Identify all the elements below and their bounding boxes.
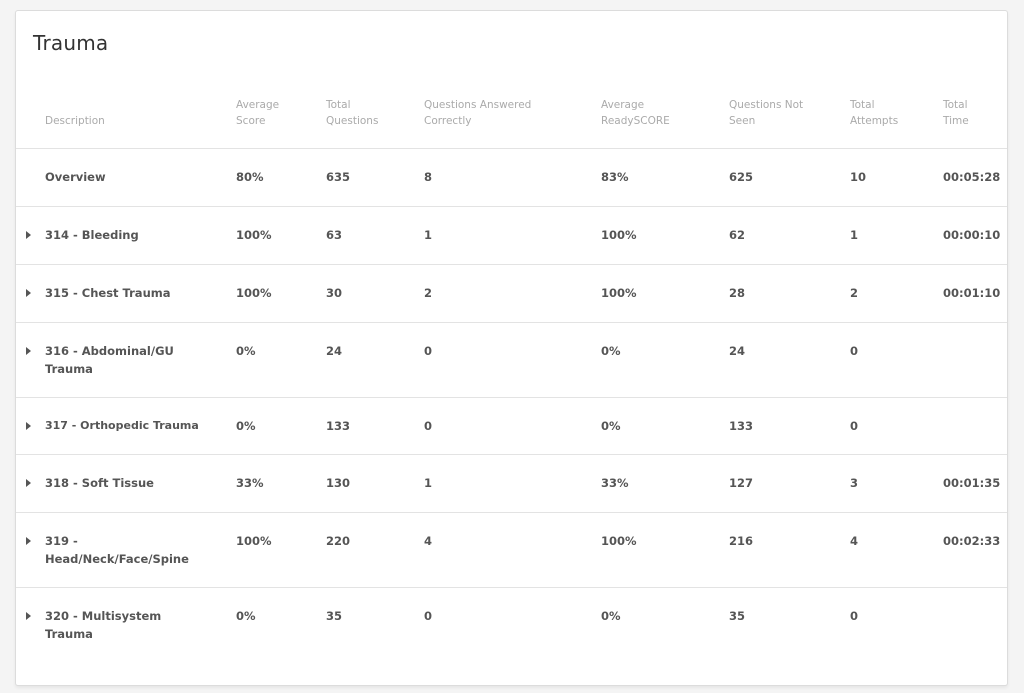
row-total-questions: 220 [326,534,351,548]
table-row-318[interactable]: 318 - Soft Tissue 33% 130 1 33% 127 3 00… [16,455,1007,513]
row-answered-correctly: 0 [424,609,433,623]
row-average-readyscore: 33% [601,476,629,490]
header-description[interactable]: Description [45,115,105,127]
header-questions-not-seen[interactable]: Questions Not Seen [729,99,804,127]
row-average-readyscore: 100% [601,286,637,300]
row-answered-correctly: 1 [424,476,433,490]
row-description: 315 - Chest Trauma [45,286,171,300]
expand-caret-icon[interactable] [26,289,31,297]
expand-caret-icon[interactable] [26,612,31,620]
header-average-readyscore[interactable]: Average ReadySCORE [601,99,670,127]
row-average-readyscore: 0% [601,419,621,433]
row-not-seen: 625 [729,170,754,184]
row-total-attempts: 3 [850,476,859,490]
row-total-attempts: 0 [850,344,859,358]
row-average-score: 0% [236,419,256,433]
row-average-readyscore: 83% [601,170,629,184]
row-description: 317 - Orthopedic Trauma [45,419,199,432]
row-description: 319 - Head/Neck/Face/Spine [45,534,189,566]
row-description: 320 - Multisystem Trauma [45,609,162,641]
row-answered-correctly: 2 [424,286,433,300]
row-description: 318 - Soft Tissue [45,476,154,490]
header-total-attempts[interactable]: Total Attempts [850,99,899,127]
row-total-attempts: 0 [850,419,859,433]
row-answered-correctly: 0 [424,344,433,358]
table-row-314[interactable]: 314 - Bleeding 100% 63 1 100% 62 1 00:00… [16,207,1007,265]
row-not-seen: 127 [729,476,754,490]
row-total-time: 00:01:10 [943,286,1001,300]
row-average-readyscore: 100% [601,534,637,548]
row-total-questions: 24 [326,344,343,358]
row-total-questions: 63 [326,228,343,242]
row-not-seen: 133 [729,419,754,433]
row-average-score: 33% [236,476,264,490]
expand-caret-icon[interactable] [26,347,31,355]
header-questions-answered-correctly[interactable]: Questions Answered Correctly [424,99,532,127]
row-average-score: 0% [236,344,256,358]
row-description: 316 - Abdominal/GU Trauma [45,344,174,376]
table-row-316[interactable]: 316 - Abdominal/GU Trauma 0% 24 0 0% 24 … [16,323,1007,398]
row-answered-correctly: 0 [424,419,433,433]
expand-caret-icon[interactable] [26,422,31,430]
row-total-attempts: 0 [850,609,859,623]
row-answered-correctly: 1 [424,228,433,242]
row-answered-correctly: 4 [424,534,433,548]
results-table: Description Average Score Total Question… [16,83,1007,663]
row-total-time: 00:05:28 [943,170,1001,184]
row-not-seen: 24 [729,344,746,358]
row-average-score: 100% [236,228,272,242]
table-row-317[interactable]: 317 - Orthopedic Trauma 0% 133 0 0% 133 … [16,398,1007,455]
row-total-questions: 130 [326,476,351,490]
header-total-time[interactable]: Total Time [943,99,969,127]
row-average-score: 80% [236,170,264,184]
header-total-questions[interactable]: Total Questions [326,99,379,127]
row-not-seen: 28 [729,286,746,300]
table-row-315[interactable]: 315 - Chest Trauma 100% 30 2 100% 28 2 0… [16,265,1007,323]
expand-caret-icon[interactable] [26,479,31,487]
row-total-attempts: 10 [850,170,867,184]
row-total-questions: 35 [326,609,343,623]
table-row-overview: Overview 80% 635 8 83% 625 10 00:05:28 [16,149,1007,207]
row-average-score: 0% [236,609,256,623]
table-row-319[interactable]: 319 - Head/Neck/Face/Spine 100% 220 4 10… [16,513,1007,588]
row-total-time: 00:00:10 [943,228,1001,242]
table-header-row: Description Average Score Total Question… [16,83,1007,149]
row-total-attempts: 2 [850,286,859,300]
expand-caret-icon[interactable] [26,537,31,545]
row-total-attempts: 1 [850,228,859,242]
page-title: Trauma [33,31,109,55]
row-total-time: 00:02:33 [943,534,1001,548]
row-not-seen: 216 [729,534,754,548]
row-total-questions: 635 [326,170,351,184]
expand-caret-icon[interactable] [26,231,31,239]
row-average-readyscore: 100% [601,228,637,242]
row-total-questions: 133 [326,419,351,433]
row-description: Overview [45,170,106,184]
row-total-attempts: 4 [850,534,859,548]
row-description: 314 - Bleeding [45,228,139,242]
row-answered-correctly: 8 [424,170,433,184]
row-total-questions: 30 [326,286,343,300]
trauma-report-card: Trauma Description Average Score Total Q… [15,10,1008,686]
table-row-320[interactable]: 320 - Multisystem Trauma 0% 35 0 0% 35 0 [16,588,1007,663]
row-average-readyscore: 0% [601,609,621,623]
row-average-score: 100% [236,534,272,548]
row-not-seen: 35 [729,609,746,623]
row-total-time: 00:01:35 [943,476,1001,490]
row-average-score: 100% [236,286,272,300]
header-average-score[interactable]: Average Score [236,99,280,127]
row-average-readyscore: 0% [601,344,621,358]
row-not-seen: 62 [729,228,746,242]
